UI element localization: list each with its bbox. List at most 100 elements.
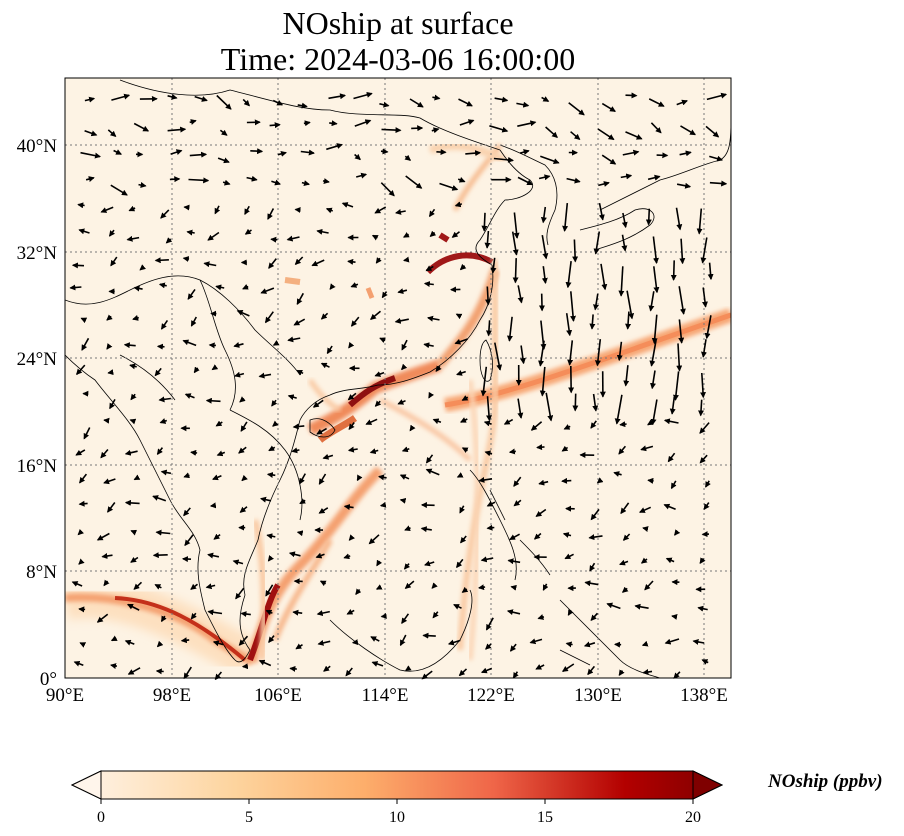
wind-arrow — [180, 637, 190, 644]
wind-arrow — [346, 609, 355, 615]
wind-arrow — [486, 524, 495, 531]
wind-arrow — [78, 228, 90, 235]
wind-arrow — [510, 584, 517, 591]
wind-arrow — [343, 504, 354, 510]
wind-arrow — [670, 480, 677, 490]
wind-arrow — [404, 154, 412, 161]
wind-arrow — [439, 182, 459, 191]
wind-arrow — [190, 612, 197, 620]
wind-arrow — [592, 393, 599, 412]
wind-arrow — [183, 666, 192, 680]
wind-arrow — [480, 556, 494, 563]
wind-arrow — [312, 399, 324, 408]
wind-arrow — [459, 505, 465, 514]
wind-arrow — [189, 119, 197, 125]
wind-arrow — [598, 181, 610, 187]
wind-arrow — [674, 529, 681, 536]
wind-arrow — [272, 340, 280, 346]
wind-arrow — [618, 266, 625, 297]
wind-arrow — [535, 508, 547, 517]
wind-arrow — [296, 369, 304, 376]
wind-arrow — [111, 93, 131, 101]
wind-arrow — [519, 345, 526, 365]
wind-arrow — [158, 396, 172, 403]
wind-arrow — [343, 553, 351, 560]
wind-arrow — [371, 661, 384, 667]
wind-arrow — [268, 445, 276, 452]
wind-arrow — [461, 586, 469, 593]
wind-arrow — [634, 603, 649, 610]
wind-arrow — [538, 174, 551, 181]
wind-arrow — [375, 257, 382, 264]
lat-ticks: 0° 8°N 16°N 24°N 32°N 40°N — [17, 136, 58, 690]
wind-arrow — [485, 286, 492, 306]
wind-arrow — [619, 421, 627, 428]
wind-arrow — [456, 370, 466, 376]
wind-arrow — [124, 499, 140, 506]
wind-arrow — [300, 149, 315, 156]
wind-arrow — [517, 398, 524, 419]
wind-arrow — [294, 207, 301, 214]
wind-arrow — [286, 235, 300, 242]
wind-arrow — [109, 398, 116, 410]
wind-arrow — [428, 391, 435, 399]
wind-arrow — [699, 422, 710, 434]
wind-arrow — [478, 584, 486, 591]
wind-arrow — [484, 450, 493, 457]
wind-arrow — [435, 365, 442, 373]
wind-arrow — [133, 581, 143, 590]
wind-arrow — [621, 586, 629, 593]
wind-arrow — [431, 582, 438, 589]
wind-arrow — [481, 212, 488, 232]
wind-arrow — [620, 502, 630, 515]
wind-arrow — [537, 614, 545, 620]
wind-arrow — [700, 237, 708, 264]
wind-arrow — [493, 156, 514, 163]
colorbar-tick: 0 — [97, 809, 105, 826]
wind-arrow — [613, 471, 622, 477]
wind-arrow — [242, 98, 251, 107]
wind-arrow — [107, 369, 114, 376]
wind-arrow — [601, 102, 616, 112]
wind-arrow — [704, 315, 712, 340]
wind-arrow — [271, 179, 281, 186]
wind-arrow — [455, 313, 463, 320]
wind-arrow — [696, 208, 703, 235]
wind-arrow — [268, 635, 275, 643]
wind-arrow — [423, 342, 434, 349]
wind-arrow — [538, 479, 549, 486]
wind-arrow — [190, 583, 198, 590]
wind-arrow — [590, 420, 597, 429]
wind-arrow — [207, 552, 220, 559]
wind-arrow — [84, 96, 96, 103]
wind-arrow — [625, 311, 632, 330]
wind-arrow — [460, 535, 467, 544]
wind-arrow — [246, 175, 258, 182]
wind-arrow — [156, 640, 164, 648]
wind-arrow — [485, 617, 494, 631]
wind-arrow — [205, 583, 216, 590]
wind-arrow — [618, 669, 625, 677]
wind-arrow — [692, 639, 705, 645]
wind-arrow — [483, 420, 492, 427]
wind-arrow — [379, 501, 387, 508]
wind-arrow — [698, 399, 705, 417]
wind-arrow — [596, 477, 604, 484]
wind-arrow — [130, 529, 138, 536]
wind-arrow — [541, 234, 549, 260]
wind-arrow — [232, 559, 244, 566]
wind-arrow — [425, 454, 434, 464]
wind-arrow — [315, 552, 325, 559]
wind-arrow — [203, 261, 217, 268]
wind-arrow — [702, 287, 708, 308]
wind-arrow — [160, 615, 167, 623]
wind-arrow — [589, 314, 596, 330]
wind-arrow — [536, 444, 545, 451]
wind-arrow — [212, 640, 224, 647]
wind-arrow — [350, 282, 359, 288]
wind-arrow — [129, 418, 137, 425]
wind-arrow — [80, 151, 101, 159]
wind-arrow — [303, 120, 311, 127]
wind-arrow — [644, 580, 654, 591]
